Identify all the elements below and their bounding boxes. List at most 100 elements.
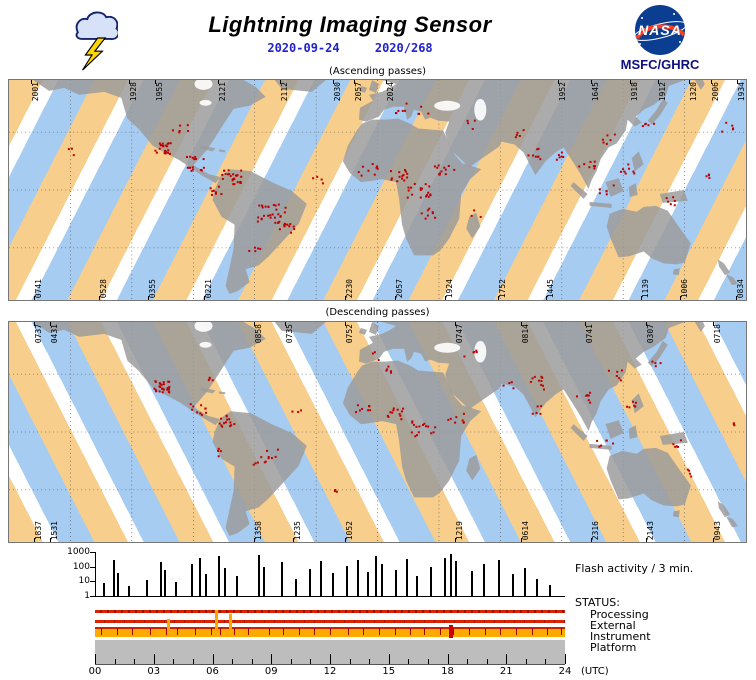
time-axis-tick bbox=[310, 659, 312, 664]
descending-caption: (Descending passes) bbox=[325, 307, 430, 318]
flash-activity-spike bbox=[163, 569, 166, 596]
time-axis-tick bbox=[447, 654, 449, 664]
time-axis-tick bbox=[290, 659, 292, 664]
pass-time-label: 1445 bbox=[545, 278, 555, 298]
instrument-status-mark bbox=[283, 628, 284, 635]
flash-activity-spike bbox=[471, 571, 473, 596]
pass-time-tick bbox=[710, 80, 712, 84]
pass-time-label: 0747 bbox=[454, 324, 464, 344]
flash-activity-spike bbox=[128, 585, 131, 596]
instrument-status-mark bbox=[234, 628, 235, 635]
flash-activity-spike bbox=[145, 580, 148, 596]
instrument-status-mark bbox=[298, 628, 300, 635]
x-axis-baseline bbox=[95, 596, 565, 597]
time-axis-tick bbox=[173, 659, 175, 664]
flash-activity-spike bbox=[204, 574, 207, 596]
star-dot bbox=[679, 41, 681, 43]
time-axis-label: 09 bbox=[264, 666, 278, 677]
time-axis-tick bbox=[467, 659, 469, 664]
time-axis-tick bbox=[408, 659, 410, 664]
instrument-status-mark bbox=[561, 628, 563, 635]
pass-time-label: 0752 bbox=[345, 324, 355, 344]
pass-time-label: 0741 bbox=[34, 278, 44, 298]
pass-time-label: 0355 bbox=[147, 278, 157, 298]
instrument-status-mark bbox=[116, 628, 118, 635]
star-dot bbox=[673, 13, 675, 15]
instrument-event-spike bbox=[229, 614, 233, 637]
time-axis-tick bbox=[192, 659, 194, 664]
pass-time-label: 1531 bbox=[49, 520, 59, 540]
pass-time-label: 1139 bbox=[640, 278, 650, 298]
flash-activity-spike bbox=[482, 564, 485, 596]
day-of-year-label: 2020/268 bbox=[374, 41, 433, 55]
pass-time-tick bbox=[591, 80, 593, 84]
pass-time-label: 0737 bbox=[34, 324, 44, 344]
pass-time-tick bbox=[395, 296, 397, 300]
instrument-status-mark bbox=[500, 628, 502, 635]
pass-time-label: 2024 bbox=[386, 82, 396, 102]
pass-time-tick bbox=[280, 80, 282, 84]
flash-activity-spike bbox=[112, 559, 115, 596]
status-row-label-instrument: Instrument bbox=[590, 630, 651, 643]
pass-time-tick bbox=[254, 322, 256, 326]
pass-time-tick bbox=[292, 538, 294, 542]
y-axis-tick bbox=[90, 566, 95, 568]
y-axis-label: 100 bbox=[72, 561, 90, 572]
pass-time-label: 2230 bbox=[345, 278, 355, 298]
y-axis-tick bbox=[90, 552, 95, 553]
pass-time-tick bbox=[129, 80, 131, 84]
flash-activity-spike bbox=[224, 568, 227, 596]
status-row-label-processing: Processing bbox=[590, 608, 649, 621]
pass-time-label: 2316 bbox=[591, 520, 601, 540]
pass-time-label: 2057 bbox=[353, 82, 363, 102]
pass-time-label: 1928 bbox=[129, 82, 139, 102]
time-axis-tick bbox=[114, 659, 116, 664]
pass-time-tick bbox=[498, 296, 500, 300]
pass-time-tick bbox=[345, 538, 347, 542]
time-axis-tick bbox=[271, 654, 273, 664]
pass-time-label: 1235 bbox=[292, 520, 302, 540]
org-label: MSFC/GHRC bbox=[620, 57, 700, 72]
flash-activity-spike bbox=[523, 568, 526, 596]
pass-time-tick bbox=[591, 538, 593, 542]
instrument-status-mark bbox=[363, 628, 365, 635]
instrument-status-mark bbox=[269, 628, 271, 635]
instrument-status-mark bbox=[132, 628, 134, 635]
flash-dots-layer bbox=[67, 102, 735, 253]
y-axis-line bbox=[95, 552, 96, 596]
time-axis-tick bbox=[349, 659, 351, 664]
pass-time-label: 0221 bbox=[204, 278, 214, 298]
pass-time-label: 2001 bbox=[31, 82, 41, 102]
flash-activity-spike bbox=[449, 554, 452, 596]
instrument-status-mark bbox=[439, 628, 441, 635]
instrument-status-mark bbox=[347, 628, 349, 635]
instrument-status-mark bbox=[379, 628, 380, 635]
time-axis-label: 03 bbox=[147, 666, 161, 677]
flash-activity-spike bbox=[406, 558, 409, 596]
instrument-status-mark bbox=[314, 628, 316, 635]
instrument-event-spike bbox=[215, 610, 219, 637]
pass-time-label: 0307 bbox=[645, 324, 655, 344]
map0-svg bbox=[9, 80, 746, 300]
time-axis-label: 06 bbox=[206, 666, 219, 677]
pass-time-label: 1645 bbox=[591, 82, 601, 102]
pass-time-tick bbox=[147, 296, 149, 300]
ascending-caption: (Ascending passes) bbox=[328, 66, 427, 77]
instrument-status-mark bbox=[247, 628, 249, 635]
instrument-status-mark bbox=[177, 628, 179, 635]
pass-time-label: 0614 bbox=[520, 520, 530, 540]
instrument-status-mark bbox=[210, 628, 212, 635]
utc-unit-label: (UTC) bbox=[581, 666, 609, 677]
instrument-status-mark bbox=[220, 628, 222, 635]
flash-activity-spike bbox=[512, 574, 515, 596]
pass-time-tick bbox=[645, 322, 647, 326]
flash-activity-spike bbox=[294, 578, 297, 596]
pass-time-label: 2057 bbox=[395, 278, 405, 298]
time-axis-tick bbox=[545, 659, 547, 664]
pass-time-tick bbox=[520, 538, 522, 542]
flash-activity-spike bbox=[281, 562, 283, 596]
flash-activity-spike bbox=[308, 568, 311, 596]
pass-time-tick bbox=[345, 296, 347, 300]
pass-time-tick bbox=[558, 80, 560, 84]
pass-time-label: 1912 bbox=[657, 82, 667, 102]
